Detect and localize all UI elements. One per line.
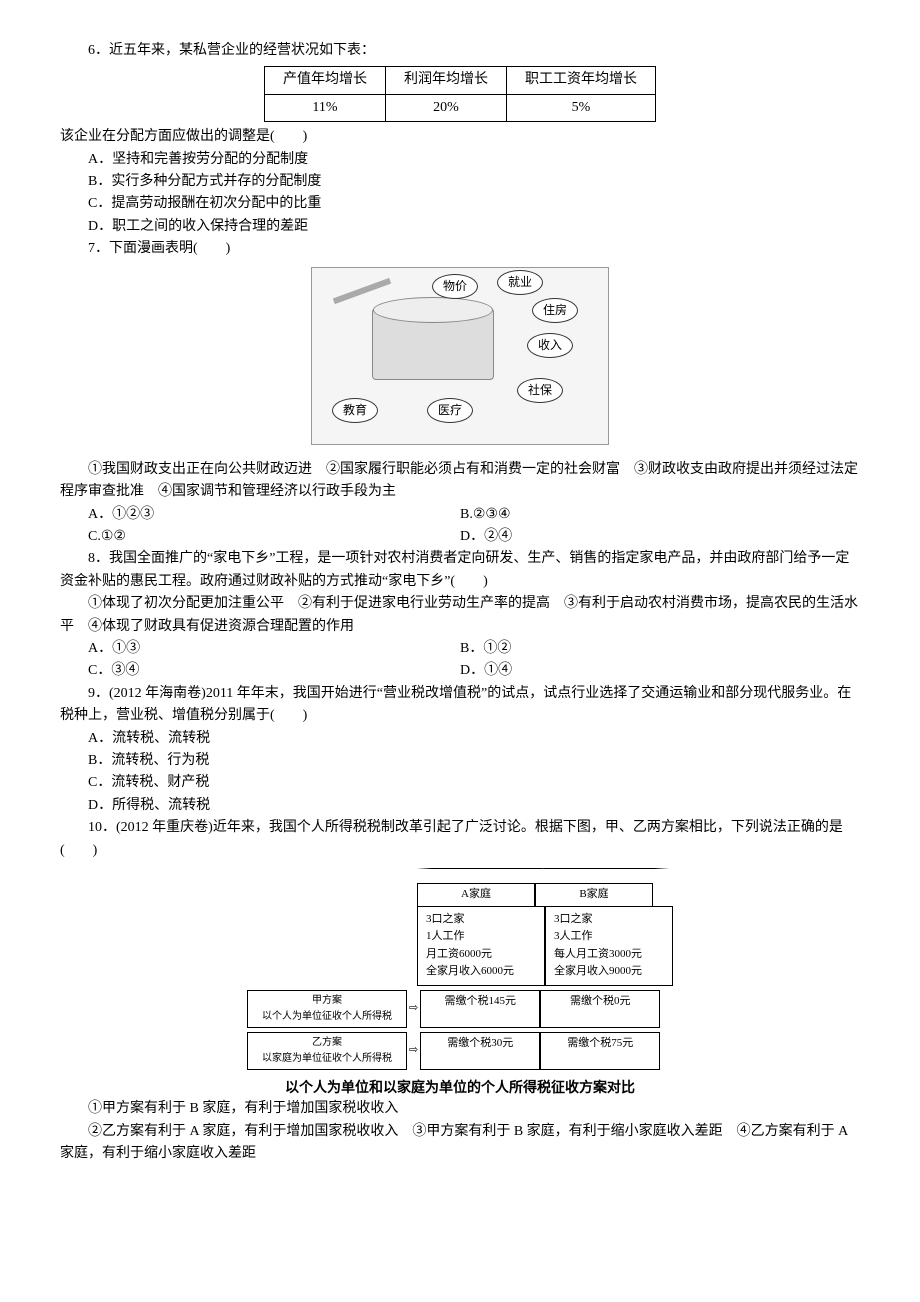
q7-stem: 7．下面漫画表明( ) [60,238,860,260]
option-c: C．提高劳动报酬在初次分配中的比重 [60,193,860,215]
line: 3人工作 [554,928,664,946]
option-c: C．③④ [60,660,460,682]
line: 全家月收入6000元 [426,963,536,981]
td: 11% [265,94,386,121]
question-7: 7．下面漫画表明( ) 物价 就业 住房 收入 社保 教育 医疗 ①我国财政支出… [60,238,860,548]
question-8: 8．我国全面推广的“家电下乡”工程，是一项针对农村消费者定向研发、生产、销售的指… [60,548,860,682]
bubble-shouru: 收入 [527,333,573,358]
yi-b-cell: 需缴个税75元 [540,1032,660,1070]
line: 1人工作 [426,928,536,946]
knife-icon [333,277,391,303]
question-10: 10．(2012 年重庆卷)近年来，我国个人所得税税制改革引起了广泛讨论。根据下… [60,817,860,1165]
bubble-yiliao: 医疗 [427,398,473,423]
option-b: B．实行多种分配方式并存的分配制度 [60,171,860,193]
jia-b-cell: 需缴个税0元 [540,990,660,1028]
tax-diagram-icon: A家庭 B家庭 3口之家 1人工作 月工资6000元 全家月收入6000元 3口… [247,868,673,1070]
plan-yi-desc: 以家庭为单位征收个人所得税 [252,1051,402,1067]
option-b: B．①② [460,638,860,660]
option-b: B．流转税、行为税 [60,750,860,772]
bubble-wujia: 物价 [432,274,478,299]
col-a-body: 3口之家 1人工作 月工资6000元 全家月收入6000元 [417,906,545,986]
col-b-body: 3口之家 3人工作 每人月工资3000元 全家月收入9000元 [545,906,673,986]
question-9: 9．(2012 年海南卷)2011 年年末，我国开始进行“营业税改增值税”的试点… [60,683,860,817]
option-d: D．①④ [460,660,860,682]
plan-yi-label: 乙方案 [252,1035,402,1051]
q6-table: 产值年均增长 利润年均增长 职工工资年均增长 11% 20% 5% [264,66,656,122]
option-d: D．②④ [460,526,860,548]
cake-icon [372,308,494,380]
q10-body1: ①甲方案有利于 B 家庭，有利于增加国家税收收入 [60,1098,860,1120]
q7-options: A．①②③ B.②③④ [60,504,860,526]
q7-cartoon: 物价 就业 住房 收入 社保 教育 医疗 [60,267,860,453]
bubble-shebao: 社保 [517,378,563,403]
line: 3口之家 [426,911,536,929]
yi-a-cell: 需缴个税30元 [420,1032,540,1070]
bubble-jiuye: 就业 [497,270,543,295]
line: 每人月工资3000元 [554,946,664,964]
tax-body: 3口之家 1人工作 月工资6000元 全家月收入6000元 3口之家 3人工作 … [417,906,673,986]
bubble-zhufang: 住房 [532,298,578,323]
arrow-icon: ⇨ [407,1000,420,1018]
table-row: 产值年均增长 利润年均增长 职工工资年均增长 [265,67,656,94]
q8-options-2: C．③④ D．①④ [60,660,860,682]
q10-diagram: A家庭 B家庭 3口之家 1人工作 月工资6000元 全家月收入6000元 3口… [60,868,860,1070]
col-a-title: A家庭 [417,883,535,906]
bubble-jiaoyu: 教育 [332,398,378,423]
plan-jia-label: 甲方案 [252,993,402,1009]
option-c: C.①② [60,526,460,548]
option-a: A．坚持和完善按劳分配的分配制度 [60,149,860,171]
question-6: 6．近五年来，某私营企业的经营状况如下表： 产值年均增长 利润年均增长 职工工资… [60,40,860,238]
th: 利润年均增长 [386,67,507,94]
q7-body: ①我国财政支出正在向公共财政迈进 ②国家履行职能必须占有和消费一定的社会财富 ③… [60,459,860,504]
arrow-icon: ⇨ [407,1042,420,1060]
jia-a-cell: 需缴个税145元 [420,990,540,1028]
option-a: A．①②③ [60,504,460,526]
q9-stem: 9．(2012 年海南卷)2011 年年末，我国开始进行“营业税改增值税”的试点… [60,683,860,728]
tax-headers: A家庭 B家庭 [417,883,673,906]
q6-sub: 该企业在分配方面应做出的调整是( ) [60,126,860,148]
q10-stem: 10．(2012 年重庆卷)近年来，我国个人所得税税制改革引起了广泛讨论。根据下… [60,817,860,862]
table-row: 11% 20% 5% [265,94,656,121]
plan-yi: 乙方案 以家庭为单位征收个人所得税 [247,1032,407,1070]
plan-jia-row: 甲方案 以个人为单位征收个人所得税 ⇨ 需缴个税145元 需缴个税0元 [247,990,673,1028]
q7-options-2: C.①② D．②④ [60,526,860,548]
q8-stem: 8．我国全面推广的“家电下乡”工程，是一项针对农村消费者定向研发、生产、销售的指… [60,548,860,593]
option-a: A．流转税、流转税 [60,728,860,750]
q8-options: A．①③ B．①② [60,638,860,660]
line: 全家月收入9000元 [554,963,664,981]
q8-body: ①体现了初次分配更加注重公平 ②有利于促进家电行业劳动生产率的提高 ③有利于启动… [60,593,860,638]
cartoon-icon: 物价 就业 住房 收入 社保 教育 医疗 [311,267,609,445]
plan-jia: 甲方案 以个人为单位征收个人所得税 [247,990,407,1028]
q6-stem: 6．近五年来，某私营企业的经营状况如下表： [60,40,860,62]
q10-caption: 以个人为单位和以家庭为单位的个人所得税征收方案对比 [60,1076,860,1098]
option-c: C．流转税、财产税 [60,772,860,794]
td: 5% [507,94,656,121]
option-d: D．所得税、流转税 [60,795,860,817]
option-d: D．职工之间的收入保持合理的差距 [60,216,860,238]
option-a: A．①③ [60,638,460,660]
roof-icon [417,868,673,883]
plan-yi-row: 乙方案 以家庭为单位征收个人所得税 ⇨ 需缴个税30元 需缴个税75元 [247,1032,673,1070]
td: 20% [386,94,507,121]
option-b: B.②③④ [460,504,860,526]
plan-jia-desc: 以个人为单位征收个人所得税 [252,1009,402,1025]
th: 产值年均增长 [265,67,386,94]
q10-body2: ②乙方案有利于 A 家庭，有利于增加国家税收收入 ③甲方案有利于 B 家庭，有利… [60,1121,860,1166]
col-b-title: B家庭 [535,883,653,906]
th: 职工工资年均增长 [507,67,656,94]
line: 3口之家 [554,911,664,929]
line: 月工资6000元 [426,946,536,964]
